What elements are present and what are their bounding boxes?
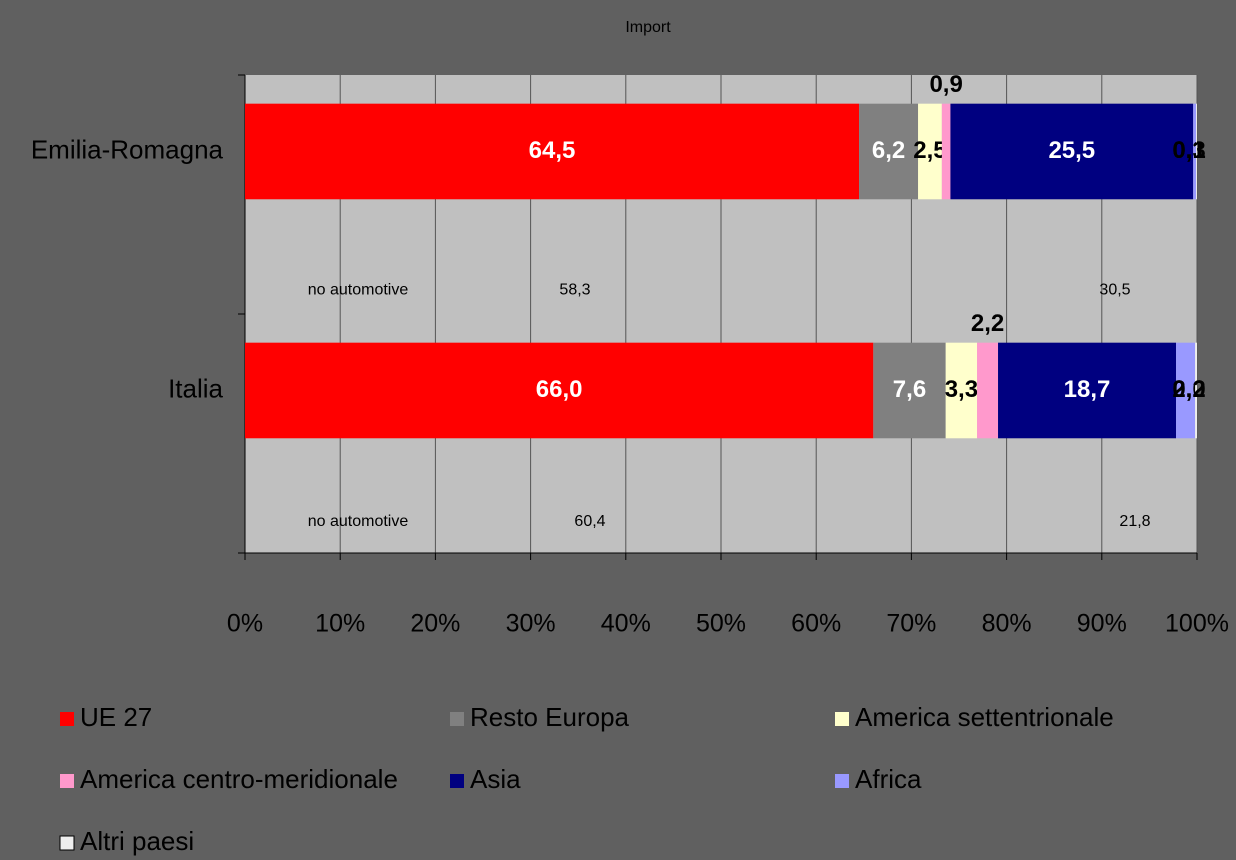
annotation: 58,3 bbox=[559, 281, 590, 298]
legend-label: Africa bbox=[855, 764, 922, 794]
x-tick-label: 60% bbox=[791, 610, 841, 638]
bar-segment bbox=[873, 342, 946, 439]
x-tick-label: 10% bbox=[315, 610, 365, 638]
data-label: 3,3 bbox=[945, 376, 978, 403]
data-label: 25,5 bbox=[1048, 137, 1095, 164]
legend-label: UE 27 bbox=[80, 702, 152, 732]
annotation: no automotive bbox=[308, 513, 409, 530]
legend-label: America settentrionale bbox=[855, 702, 1114, 732]
bar-segment bbox=[859, 103, 919, 200]
bar-segment bbox=[245, 342, 874, 439]
bar-segment bbox=[998, 342, 1177, 439]
legend-label: Altri paesi bbox=[80, 826, 194, 856]
data-label: 0,9 bbox=[929, 71, 962, 98]
legend-swatch bbox=[835, 774, 849, 788]
bar-segment bbox=[945, 342, 978, 439]
x-tick-label: 0% bbox=[227, 610, 263, 638]
data-label: 0,2 bbox=[1172, 376, 1205, 403]
x-tick-label: 30% bbox=[506, 610, 556, 638]
data-label: 18,7 bbox=[1064, 376, 1111, 403]
legend-swatch bbox=[59, 835, 75, 851]
data-label: 66,0 bbox=[536, 376, 583, 403]
annotation: 21,8 bbox=[1119, 513, 1150, 530]
bar-segment bbox=[1195, 342, 1197, 439]
data-label: 6,2 bbox=[872, 137, 905, 164]
data-label: 0,3 bbox=[1172, 137, 1205, 164]
legend-label: America centro-meridionale bbox=[80, 764, 398, 794]
data-label: 2,2 bbox=[971, 310, 1004, 337]
data-label: 0,1 bbox=[1172, 137, 1205, 164]
x-tick-label: 20% bbox=[410, 610, 460, 638]
chart-title: Import bbox=[625, 19, 671, 36]
annotation: no automotive bbox=[308, 281, 409, 298]
legend-swatch bbox=[450, 712, 464, 726]
data-label: 2,0 bbox=[1172, 376, 1205, 403]
bar-segment bbox=[1193, 103, 1197, 200]
x-tick-label: 70% bbox=[886, 610, 936, 638]
data-label: 2,5 bbox=[913, 137, 946, 164]
bar-segment bbox=[941, 103, 951, 200]
y-tick-label: Emilia-Romagna bbox=[31, 134, 224, 164]
legend-swatch bbox=[835, 712, 849, 726]
legend-swatch bbox=[60, 712, 74, 726]
y-tick-label: Italia bbox=[168, 373, 223, 403]
annotation: 30,5 bbox=[1099, 281, 1130, 298]
bar-segment bbox=[245, 103, 860, 200]
data-label: 7,6 bbox=[893, 376, 926, 403]
x-tick-label: 40% bbox=[601, 610, 651, 638]
x-tick-label: 100% bbox=[1165, 610, 1229, 638]
legend-label: Asia bbox=[470, 764, 521, 794]
x-tick-label: 50% bbox=[696, 610, 746, 638]
legend-swatch bbox=[450, 774, 464, 788]
data-label: 64,5 bbox=[529, 137, 576, 164]
legend-label: Resto Europa bbox=[470, 702, 630, 732]
bar-segment bbox=[1176, 342, 1196, 439]
bar-segment bbox=[918, 103, 942, 200]
bar-segment bbox=[950, 103, 1194, 200]
annotation: 60,4 bbox=[574, 513, 605, 530]
legend-swatch bbox=[60, 774, 74, 788]
bar-segment bbox=[1196, 103, 1197, 200]
x-tick-label: 90% bbox=[1077, 610, 1127, 638]
x-tick-label: 80% bbox=[982, 610, 1032, 638]
bar-segment bbox=[977, 342, 999, 439]
